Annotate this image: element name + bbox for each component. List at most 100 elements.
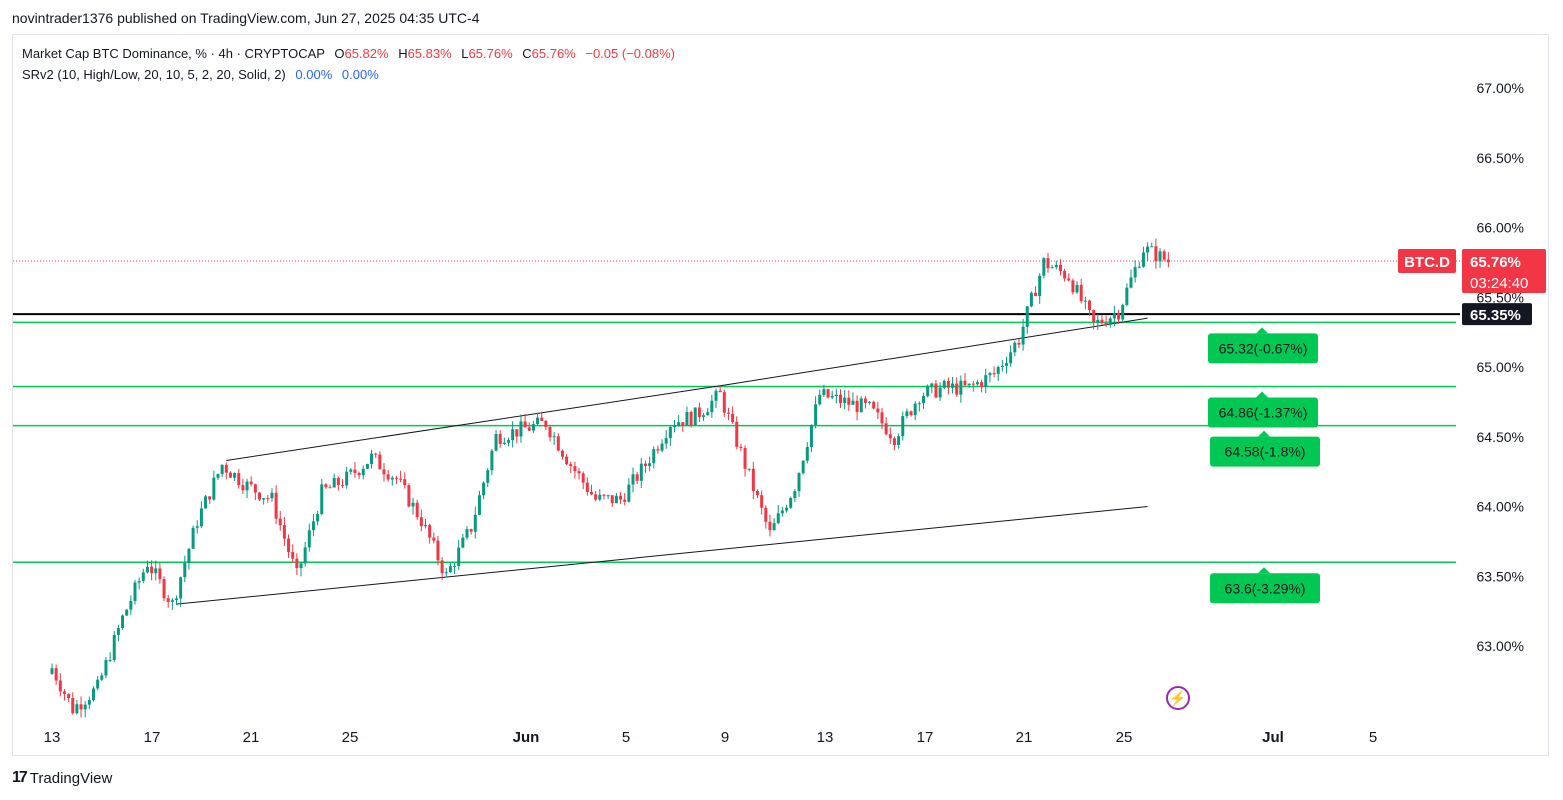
- candle-body: [876, 408, 880, 413]
- candle-body: [847, 397, 851, 405]
- candle-body: [473, 514, 477, 532]
- candle-body: [262, 498, 266, 500]
- candle-body: [764, 507, 768, 522]
- candle-body: [577, 471, 581, 474]
- candle-body: [100, 675, 104, 680]
- trendline: [226, 384, 725, 461]
- candle-body: [407, 485, 411, 507]
- candle-body: [1042, 258, 1046, 276]
- candle-body: [158, 568, 162, 580]
- candle-body: [656, 449, 660, 451]
- candle-body: [909, 411, 913, 416]
- candle-body: [826, 389, 830, 398]
- candle-body: [87, 700, 91, 705]
- candle-body: [809, 424, 813, 448]
- candle-body: [660, 443, 664, 451]
- candle-body: [361, 468, 365, 476]
- candle-body: [220, 464, 224, 475]
- candle-body: [469, 529, 473, 532]
- candle-body: [1071, 280, 1075, 293]
- support-label-box: [1210, 436, 1320, 467]
- candle-body: [1083, 300, 1087, 302]
- candle-body: [282, 525, 286, 539]
- candle-body: [652, 449, 656, 464]
- candle-body: [922, 396, 925, 404]
- candle-body: [212, 477, 216, 500]
- candle-body: [328, 487, 332, 489]
- legend-open: 65.82%: [344, 46, 389, 61]
- candle-body: [216, 474, 220, 478]
- candle-body: [631, 474, 635, 485]
- candle-body: [58, 680, 62, 692]
- candle-body: [204, 496, 208, 509]
- candle-body: [648, 463, 652, 467]
- candle-body: [191, 527, 195, 549]
- candle-body: [175, 598, 178, 601]
- candle-body: [320, 484, 324, 515]
- candle-body: [316, 514, 320, 522]
- candle-body: [946, 380, 950, 388]
- candle-body: [930, 383, 934, 387]
- candle-body: [739, 446, 743, 449]
- candle-body: [1063, 270, 1067, 279]
- candle-body: [515, 429, 519, 437]
- candle-body: [71, 698, 75, 714]
- candle-body: [428, 524, 432, 538]
- candle-body: [1075, 284, 1079, 293]
- candle-body: [477, 495, 481, 515]
- candle-body: [179, 577, 183, 599]
- candle-body: [1146, 246, 1150, 253]
- candle-body: [1034, 292, 1038, 297]
- candle-body: [643, 463, 647, 467]
- candle-body: [324, 484, 328, 488]
- candle-body: [623, 499, 627, 502]
- candle-body: [245, 481, 249, 491]
- candle-body: [415, 502, 419, 518]
- candle-body: [453, 565, 457, 567]
- candle-body: [1150, 246, 1154, 248]
- y-tick-label: 66.50%: [1477, 150, 1524, 166]
- candle-body: [747, 468, 751, 470]
- candle-body: [490, 450, 494, 471]
- candle-body: [357, 473, 361, 476]
- lightning-icon[interactable]: ⚡: [1166, 686, 1190, 710]
- candle-body: [311, 521, 315, 531]
- candle-body: [523, 421, 527, 428]
- candle-body: [627, 484, 631, 502]
- support-label: 64.58(-1.8%): [1225, 444, 1306, 460]
- candle-body: [166, 598, 170, 602]
- candle-body: [502, 442, 506, 444]
- candle-body: [465, 529, 469, 538]
- candle-body: [208, 496, 212, 500]
- candle-body: [241, 485, 245, 491]
- candle-body: [585, 482, 589, 492]
- candle-body: [386, 474, 390, 480]
- candle-body: [96, 679, 100, 689]
- candle-body: [1129, 277, 1133, 288]
- candle-body: [984, 375, 988, 387]
- candle-body: [145, 566, 149, 573]
- legend-c-label: C: [522, 46, 532, 61]
- candle-body: [237, 473, 241, 486]
- candle-body: [121, 615, 125, 629]
- candle-body: [942, 380, 946, 388]
- candle-body: [834, 394, 838, 397]
- trendline: [724, 317, 1148, 386]
- candle-body: [195, 526, 199, 528]
- candle-body: [154, 568, 158, 574]
- candle-body: [307, 530, 311, 548]
- x-tick-label: 5: [1369, 729, 1377, 746]
- candle-body: [822, 389, 826, 395]
- candle-body: [917, 403, 921, 405]
- candle-body: [390, 477, 394, 480]
- candle-body: [780, 510, 784, 514]
- support-label: 63.6(-3.29%): [1225, 580, 1306, 596]
- indicator-legend[interactable]: SRv2 (10, High/Low, 20, 10, 5, 2, 20, So…: [22, 67, 379, 82]
- legend-low: 65.76%: [468, 46, 513, 61]
- candle-body: [951, 383, 955, 388]
- x-tick-label: 21: [243, 729, 260, 746]
- candle-body: [1054, 264, 1058, 268]
- candle-body: [1038, 275, 1042, 297]
- support-pointer: [1258, 567, 1270, 574]
